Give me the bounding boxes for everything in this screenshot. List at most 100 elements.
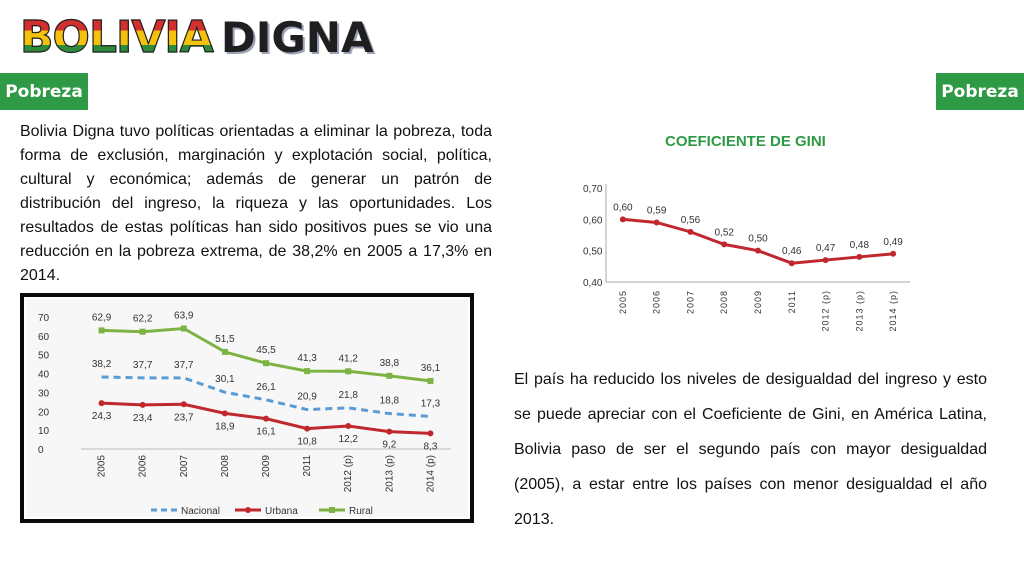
data-point — [822, 257, 829, 264]
x-tick-label: 2012 (p) — [821, 290, 831, 332]
x-tick-label: 2011 — [787, 290, 797, 313]
data-point — [180, 401, 187, 408]
data-label: 41,2 — [338, 353, 358, 364]
poverty-chart-frame: 0 10 20 30 40 50 60 70 2005 2006 2007 2008 2009 2011 2… — [20, 293, 474, 523]
y-tick-label: 0,60 — [583, 215, 603, 226]
x-tick-label: 2013 (p) — [384, 455, 395, 492]
data-label: 0,47 — [816, 243, 836, 254]
data-label: 17,3 — [421, 398, 441, 409]
data-point — [221, 410, 228, 417]
x-tick-label: 2014 (p) — [425, 455, 436, 492]
data-point — [386, 372, 393, 379]
data-label: 0,50 — [748, 234, 768, 245]
data-label: 20,9 — [297, 392, 317, 403]
data-point — [139, 328, 146, 335]
data-label: 62,9 — [92, 312, 112, 323]
y-tick-label: 10 — [38, 426, 50, 437]
data-point — [619, 216, 626, 223]
x-tick-label: 2006 — [138, 455, 149, 478]
data-point — [345, 422, 352, 429]
data-label: 37,7 — [174, 360, 194, 371]
data-label: 0,48 — [850, 240, 870, 251]
data-label: 38,2 — [92, 359, 112, 370]
y-tick-label: 0,70 — [583, 184, 603, 195]
y-tick-label: 30 — [38, 388, 50, 399]
data-label: 18,9 — [215, 421, 235, 432]
x-tick-label: 2008 — [220, 455, 231, 478]
data-label: 62,2 — [133, 314, 153, 325]
x-tick-label: 2005 — [618, 290, 628, 314]
data-point — [856, 253, 863, 260]
data-point — [386, 428, 393, 435]
data-point — [788, 260, 795, 267]
legend-marker — [245, 507, 251, 513]
data-label: 21,8 — [338, 390, 358, 401]
gini-line-chart: 0,40 0,50 0,60 0,70 2005 2006 2007 2008 2009 2011… — [583, 184, 910, 332]
data-label: 0,59 — [647, 205, 667, 216]
data-point — [721, 241, 728, 248]
x-tick-label: 2014 (p) — [888, 290, 898, 332]
y-tick-label: 0,40 — [583, 278, 603, 289]
data-label: 63,9 — [174, 311, 194, 322]
data-label: 18,8 — [380, 396, 400, 407]
series-line-nacional — [101, 375, 431, 418]
data-point — [427, 377, 434, 384]
data-point — [139, 401, 146, 408]
x-tick-label: 2011 — [302, 455, 313, 477]
data-label: 36,1 — [421, 363, 441, 374]
data-point — [304, 368, 311, 375]
data-label: 30,1 — [215, 374, 235, 385]
y-tick-label: 40 — [38, 370, 50, 381]
data-point — [263, 360, 269, 367]
x-tick-label: 2005 — [97, 455, 108, 478]
data-label: 12,2 — [338, 434, 358, 445]
data-point — [755, 247, 761, 254]
data-point — [221, 348, 228, 355]
data-point — [653, 219, 660, 226]
data-label: 26,1 — [256, 382, 276, 393]
x-tick-label: 2009 — [261, 455, 272, 478]
data-label: 51,5 — [215, 334, 235, 345]
x-tick-label: 2007 — [685, 290, 695, 314]
data-label: 38,8 — [380, 358, 400, 369]
data-label: 8,3 — [423, 441, 437, 452]
pobreza-badge-right: Pobreza — [936, 73, 1024, 110]
data-point — [687, 228, 694, 235]
x-tick-label: 2008 — [719, 290, 729, 314]
data-label: 0,56 — [681, 215, 701, 226]
data-point — [263, 415, 269, 422]
pobreza-badge-left: Pobreza — [0, 73, 88, 110]
x-tick-label: 2012 (p) — [343, 455, 354, 492]
poverty-chart-area: 0 10 20 30 40 50 60 70 2005 2006 2007 2008 2009 2011 2… — [26, 299, 468, 517]
data-label: 9,2 — [382, 440, 396, 451]
x-tick-label: 2009 — [753, 290, 763, 314]
gini-chart-title: COEFICIENTE DE GINI — [665, 133, 826, 150]
x-tick-label: 2006 — [652, 290, 662, 314]
data-point — [427, 430, 434, 437]
logo-word-digna: DIGNA — [220, 13, 374, 62]
data-point — [345, 368, 352, 375]
data-label: 41,3 — [297, 353, 317, 364]
data-point — [98, 400, 105, 407]
x-tick-label: 2013 (p) — [854, 290, 864, 332]
bolivia-digna-logo: BOLIVIA DIGNA — [19, 10, 374, 66]
data-label: 0,49 — [883, 237, 903, 248]
legend-label-rural: Rural — [349, 506, 373, 517]
y-tick-label: 70 — [38, 313, 50, 324]
legend-label-nacional: Nacional — [181, 506, 220, 517]
data-label: 37,7 — [133, 360, 153, 371]
legend-marker — [329, 507, 335, 513]
poverty-line-chart: 0 10 20 30 40 50 60 70 2005 2006 2007 2008 2009 2011 2… — [38, 311, 451, 517]
legend-label-urbana: Urbana — [265, 506, 298, 517]
data-point — [304, 425, 311, 432]
data-label: 45,5 — [256, 345, 276, 356]
poverty-paragraph: Bolivia Digna tuvo políticas orientadas … — [20, 123, 492, 284]
data-label: 23,4 — [133, 413, 153, 424]
gini-paragraph: El país ha reducido los niveles de desig… — [514, 371, 987, 528]
data-label: 0,46 — [782, 246, 802, 257]
data-point — [890, 250, 897, 257]
x-tick-label: 2007 — [179, 455, 190, 478]
data-label: 10,8 — [297, 437, 317, 448]
y-tick-label: 0,50 — [583, 247, 603, 258]
data-label: 24,3 — [92, 411, 112, 422]
